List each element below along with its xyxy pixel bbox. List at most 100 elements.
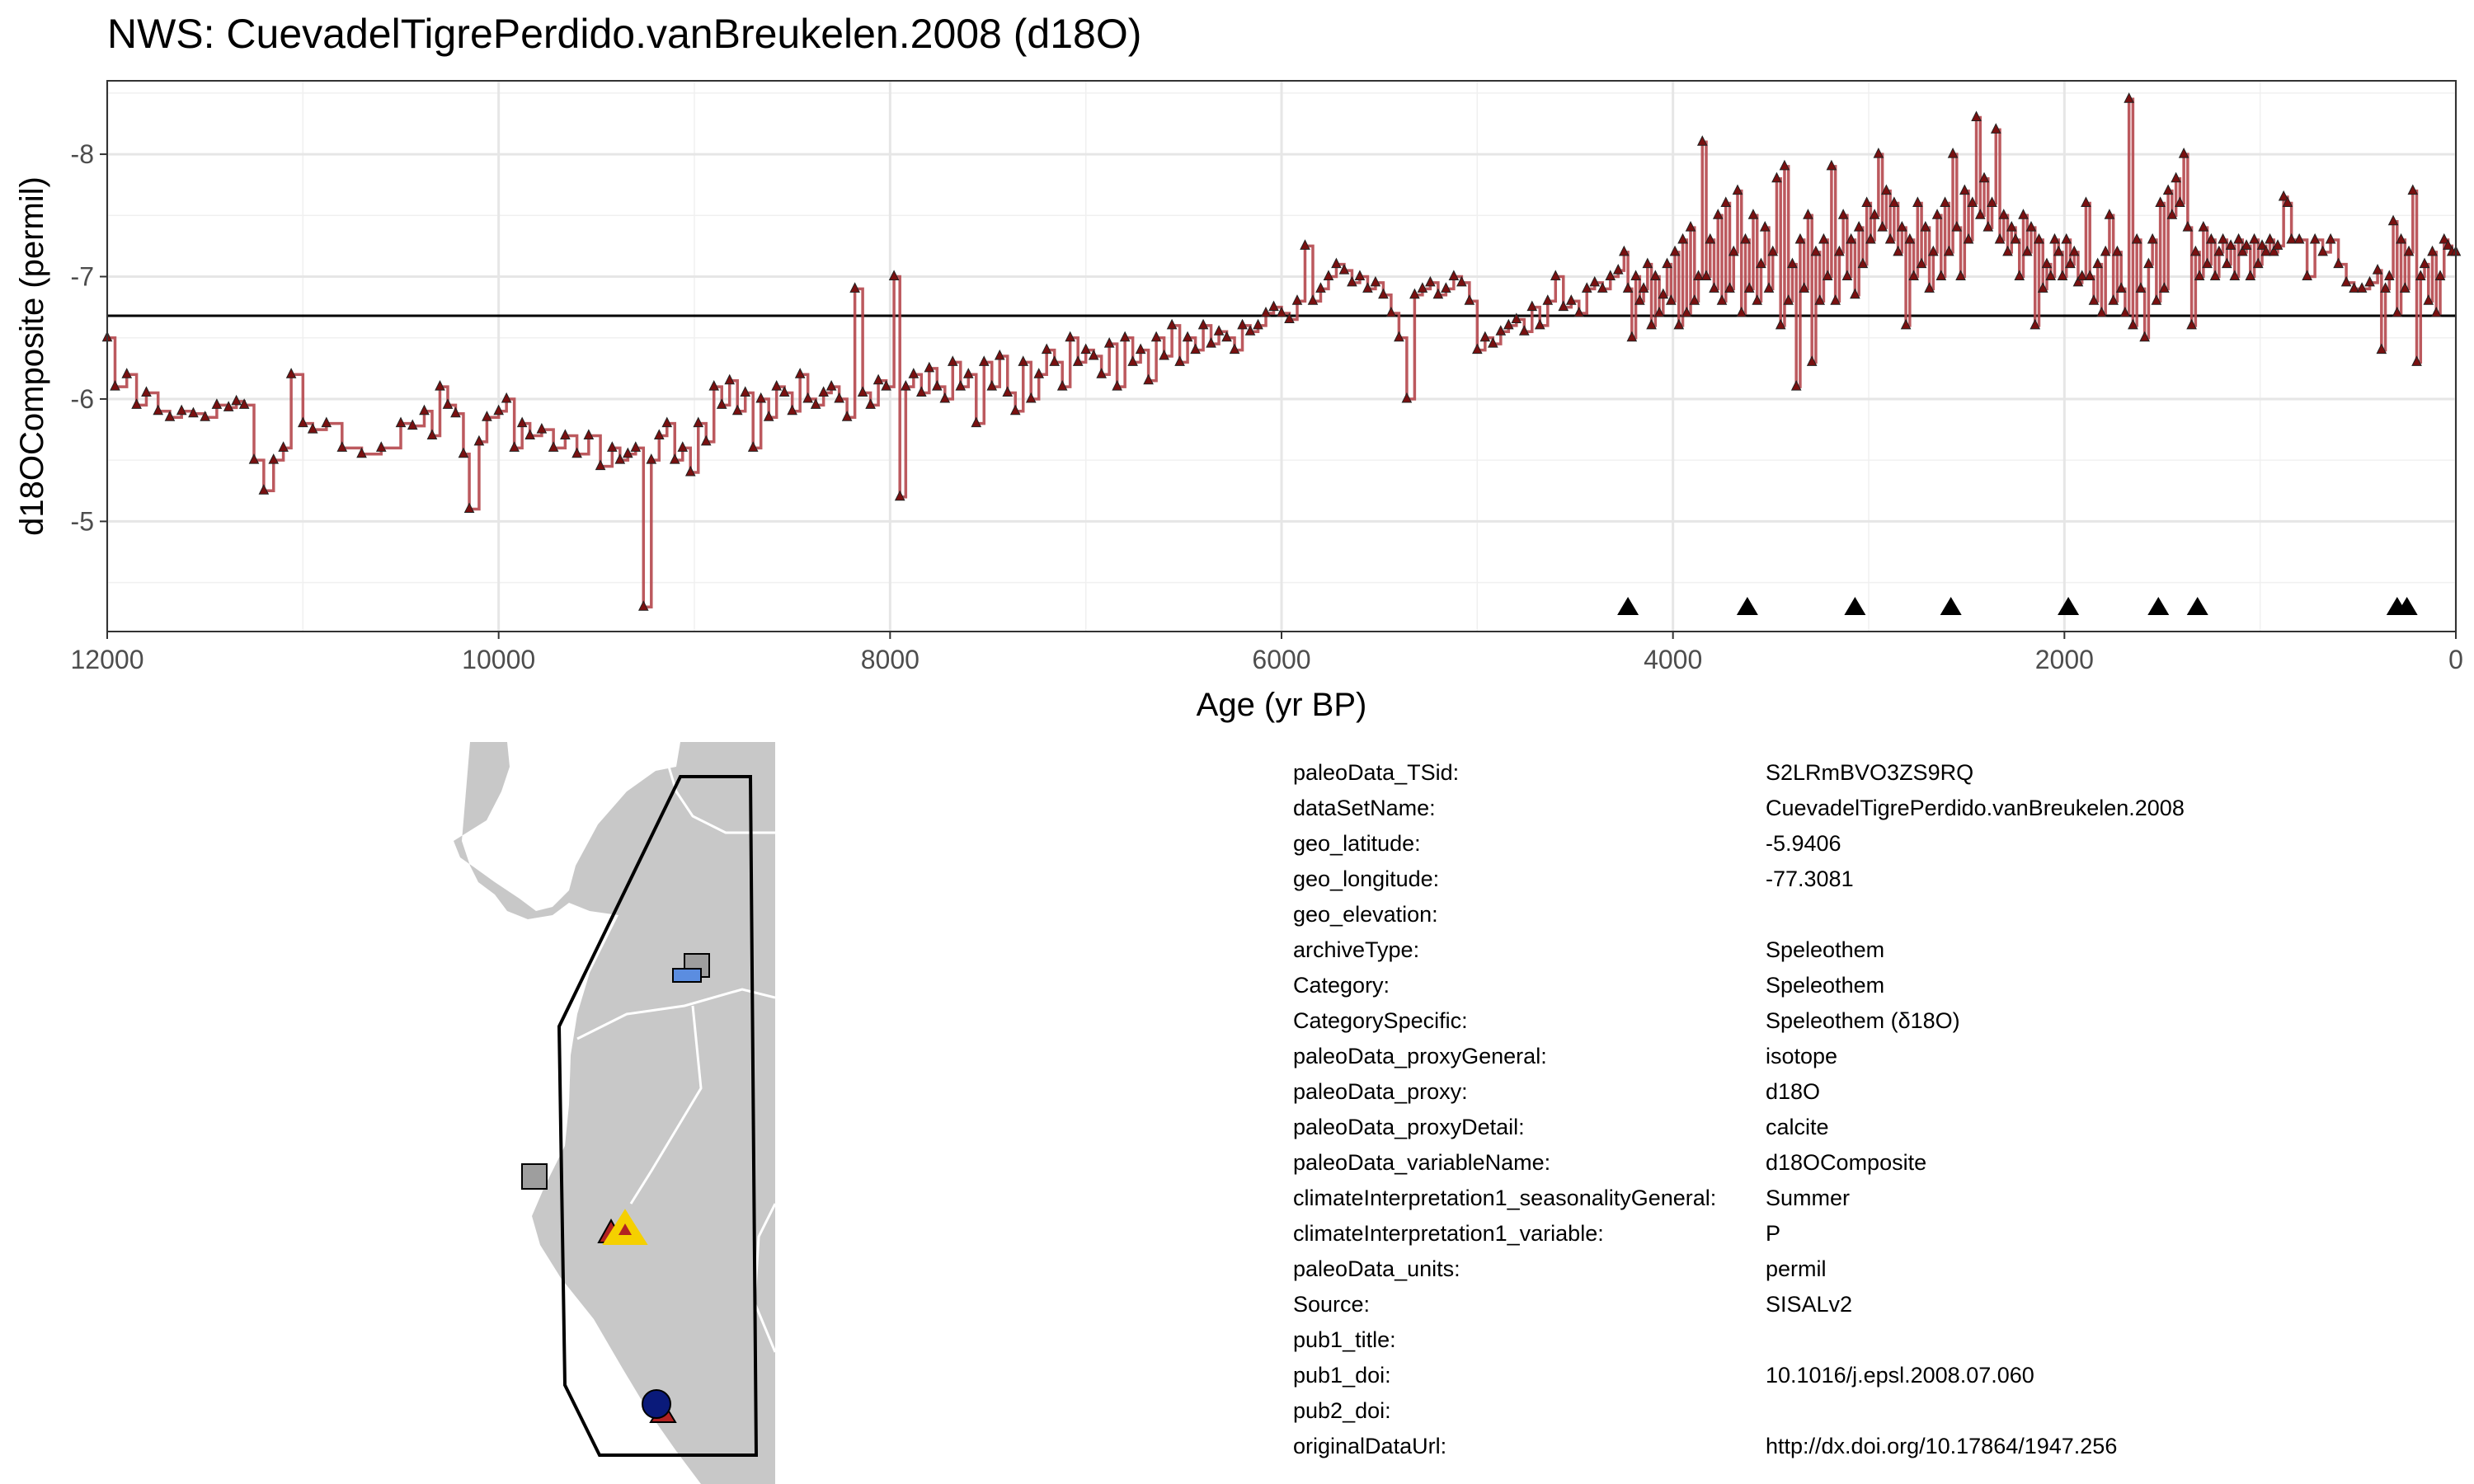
- data-point: [1056, 379, 1068, 391]
- data-point: [939, 392, 951, 403]
- data-point: [2229, 270, 2241, 281]
- data-point: [1677, 232, 1688, 244]
- data-point: [121, 368, 133, 378]
- data-point: [1783, 294, 1794, 305]
- data-point: [1417, 282, 1428, 293]
- data-point: [1759, 221, 1771, 232]
- data-point: [1464, 294, 1475, 305]
- metadata-value: Speleothem (δ18O): [1766, 1008, 1960, 1033]
- data-point: [2147, 232, 2158, 244]
- data-point: [1166, 318, 1178, 330]
- data-point: [1229, 343, 1240, 355]
- data-point: [1642, 257, 1653, 269]
- data-point: [2233, 232, 2244, 244]
- data-point: [1065, 331, 1075, 342]
- data-point: [740, 386, 751, 397]
- data-point: [1511, 312, 1522, 323]
- metadata-value: calcite: [1766, 1115, 1829, 1139]
- data-point: [810, 398, 821, 409]
- data-point: [1331, 257, 1342, 269]
- data-point: [2272, 239, 2284, 250]
- data-point: [1542, 294, 1554, 305]
- y-tick-label: -6: [71, 384, 94, 414]
- data-point: [2006, 221, 2017, 232]
- data-point: [1479, 331, 1491, 342]
- data-point: [2356, 282, 2368, 293]
- data-point: [2124, 92, 2134, 103]
- data-point: [1940, 196, 1950, 207]
- data-point: [2072, 275, 2084, 287]
- data-point: [2256, 239, 2268, 250]
- metadata-value: 10.1016/j.epsl.2008.07.060: [1766, 1363, 2034, 1388]
- data-point: [2241, 239, 2252, 250]
- data-point: [2383, 270, 2395, 281]
- data-point: [2088, 294, 2100, 305]
- data-point: [622, 447, 633, 458]
- metadata-key: paleoData_variableName:: [1293, 1150, 1551, 1175]
- data-point: [924, 361, 935, 373]
- data-point: [716, 398, 727, 409]
- data-point: [1908, 270, 1919, 281]
- data-point: [2236, 245, 2248, 256]
- data-point: [473, 434, 485, 446]
- country-borders: [576, 749, 775, 1353]
- data-point: [1347, 275, 1357, 287]
- metadata-value: d18O: [1766, 1079, 1821, 1104]
- data-point: [1080, 343, 1091, 355]
- data-point: [2198, 221, 2209, 232]
- metadata-key: paleoData_units:: [1293, 1256, 1460, 1281]
- data-point: [1049, 355, 1061, 366]
- data-point: [548, 441, 559, 452]
- data-point: [1955, 270, 1966, 281]
- data-point: [1315, 282, 1326, 293]
- data-point: [1720, 196, 1732, 207]
- data-point: [1865, 232, 1876, 244]
- metadata-key: Category:: [1293, 973, 1390, 998]
- data-point: [986, 379, 998, 391]
- data-point: [2225, 239, 2236, 250]
- data-point: [1622, 282, 1634, 293]
- data-point: [653, 429, 665, 439]
- data-point: [2030, 318, 2041, 330]
- data-point: [1370, 275, 1381, 287]
- data-point: [1394, 331, 1404, 342]
- data-point: [153, 404, 164, 416]
- metadata-value: CuevadelTigrePerdido.vanBreukelen.2008: [1766, 796, 2185, 820]
- metadata-value: -5.9406: [1766, 831, 1841, 856]
- data-point: [731, 404, 743, 416]
- x-tick-label: 2000: [2035, 645, 2094, 674]
- data-point: [2162, 184, 2174, 195]
- y-axis: -8 -7 -6 -5: [71, 139, 107, 536]
- data-point: [2139, 331, 2150, 342]
- data-point: [2380, 282, 2391, 293]
- data-point: [1803, 209, 1813, 219]
- data-point: [571, 447, 582, 458]
- data-point: [1127, 355, 1138, 366]
- data-point: [1837, 209, 1849, 219]
- data-point: [1589, 275, 1601, 287]
- data-point: [778, 386, 790, 397]
- data-point: [2182, 221, 2194, 232]
- data-point: [1213, 325, 1225, 336]
- data-point: [2053, 245, 2064, 256]
- data-point: [2309, 232, 2321, 244]
- data-point: [1779, 159, 1790, 171]
- chart-title: NWS: CuevadelTigrePerdido.vanBreukelen.2…: [107, 11, 1142, 57]
- data-point: [1649, 270, 1661, 281]
- data-point: [2430, 306, 2442, 317]
- data-point: [1724, 282, 1735, 293]
- data-point: [1846, 232, 1856, 244]
- data-point: [1206, 337, 1216, 348]
- data-point: [1143, 373, 1154, 385]
- data-point: [2333, 257, 2344, 269]
- metadata-value: d18OComposite: [1766, 1150, 1927, 1175]
- data-point: [2155, 196, 2166, 207]
- data-point: [516, 416, 528, 428]
- data-point: [2151, 294, 2162, 305]
- data-point: [1998, 209, 2010, 219]
- data-point: [1401, 392, 1413, 403]
- data-point: [2112, 245, 2123, 256]
- data-point: [1904, 232, 1916, 244]
- y-tick-label: -5: [71, 506, 94, 536]
- site-marker-blue-square: [672, 968, 702, 983]
